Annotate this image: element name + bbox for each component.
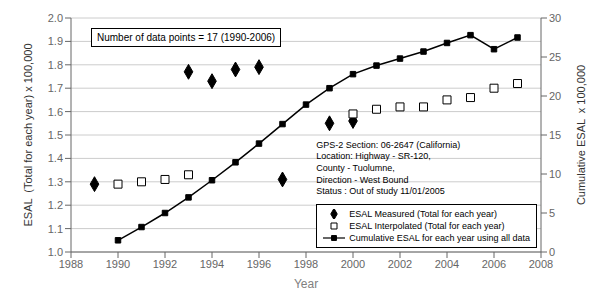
svg-text:1.5: 1.5 <box>48 129 63 141</box>
svg-text:1992: 1992 <box>153 258 177 270</box>
svg-text:25: 25 <box>549 51 561 63</box>
svg-text:1.0: 1.0 <box>48 246 63 258</box>
html-text:ESAL (Total for each year) x 1: ESAL (Total for each year) x 100,000 <box>22 43 34 227</box>
svg-text:5: 5 <box>549 207 555 219</box>
svg-text:15: 15 <box>549 129 561 141</box>
svg-text:2006: 2006 <box>482 258 506 270</box>
svg-text:1.4: 1.4 <box>48 152 63 164</box>
svg-text:1.2: 1.2 <box>48 199 63 211</box>
svg-text:1996: 1996 <box>247 258 271 270</box>
svg-text:2002: 2002 <box>388 258 412 270</box>
svg-text:1994: 1994 <box>200 258 224 270</box>
svg-text:10: 10 <box>549 168 561 180</box>
html-text:Cumulative ESAL for each year: Cumulative ESAL for each year using all … <box>349 233 530 243</box>
svg-text:2000: 2000 <box>341 258 365 270</box>
svg-text:1998: 1998 <box>294 258 318 270</box>
svg-text:1988: 1988 <box>59 258 83 270</box>
svg-text:1.6: 1.6 <box>48 106 63 118</box>
svg-text:30: 30 <box>549 12 561 24</box>
svg-text:1.8: 1.8 <box>48 59 63 71</box>
html-text:ESAL Measured (Total for each: ESAL Measured (Total for each year) <box>349 209 497 219</box>
svg-text:2008: 2008 <box>529 258 553 270</box>
html-text:Number of data points = 17 (19: Number of data points = 17 (1990-2006) <box>97 32 276 43</box>
svg-text:1.9: 1.9 <box>48 35 63 47</box>
svg-text:1.7: 1.7 <box>48 82 63 94</box>
svg-text:1990: 1990 <box>106 258 130 270</box>
html-text:Cumulative ESAL x 100,000: Cumulative ESAL x 100,000 <box>575 64 587 206</box>
svg-text:20: 20 <box>549 90 561 102</box>
html-text:ESAL Interpolated (Total for e: ESAL Interpolated (Total for each year) <box>349 221 505 231</box>
svg-text:2004: 2004 <box>435 258 459 270</box>
svg-text:Year: Year <box>294 277 318 291</box>
svg-text:1.3: 1.3 <box>48 176 63 188</box>
svg-text:0: 0 <box>549 246 555 258</box>
svg-text:2.0: 2.0 <box>48 12 63 24</box>
html-text:GPS-2 Section: 06-2647 (Califo: GPS-2 Section: 06-2647 (California) Loca… <box>316 139 461 197</box>
svg-text:1.1: 1.1 <box>48 223 63 235</box>
